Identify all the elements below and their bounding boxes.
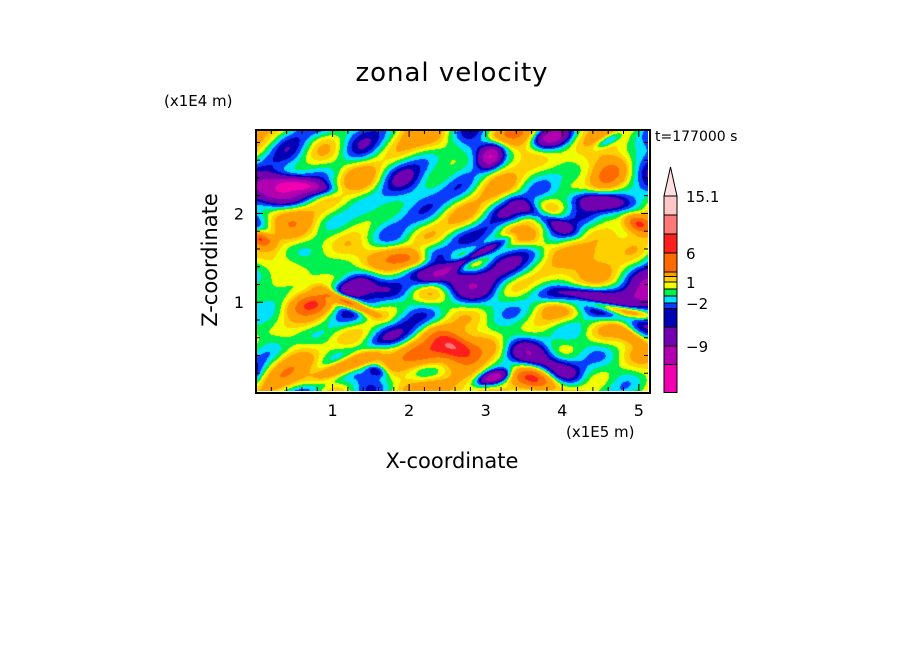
x-unit-label: (x1E5 m): [566, 423, 635, 441]
x-tick-label: 3: [481, 401, 491, 420]
colorbar-segment: [663, 345, 678, 365]
colorbar-segment: [663, 195, 678, 216]
chart-title: zonal velocity: [355, 58, 549, 88]
y-unit-label: (x1E4 m): [164, 92, 233, 110]
colorbar-segment: [663, 302, 678, 309]
colorbar-segment: [663, 252, 678, 273]
x-tick-label: 4: [557, 401, 567, 420]
colorbar-segment: [663, 281, 678, 290]
colorbar-segment: [663, 326, 678, 347]
plot-frame: [255, 129, 651, 394]
colorbar-segment: [663, 271, 678, 277]
colorbar-label: −9: [686, 338, 708, 356]
x-tick-label: 1: [327, 401, 337, 420]
x-axis-label: X-coordinate: [385, 449, 519, 473]
colorbar-segment: [663, 214, 678, 235]
x-tick-label: 5: [634, 401, 644, 420]
colorbar-segment: [663, 308, 678, 328]
colorbar-extend-triangle: [663, 166, 678, 197]
y-tick-label: 1: [234, 293, 244, 312]
x-tick-label: 2: [404, 401, 414, 420]
colorbar-label: 6: [686, 245, 696, 263]
colorbar-segment: [663, 276, 678, 283]
contour-field: [256, 130, 648, 391]
time-label: t=177000 s: [655, 129, 738, 145]
colorbar-segment: [663, 364, 678, 393]
colorbar-label: 1: [686, 274, 696, 292]
colorbar-segment: [663, 288, 678, 297]
colorbar-segment: [663, 233, 678, 254]
colorbar-label: −2: [686, 295, 708, 313]
y-tick-label: 2: [234, 204, 244, 223]
colorbar-segment: [663, 295, 678, 304]
colorbar-label: 15.1: [686, 188, 719, 206]
